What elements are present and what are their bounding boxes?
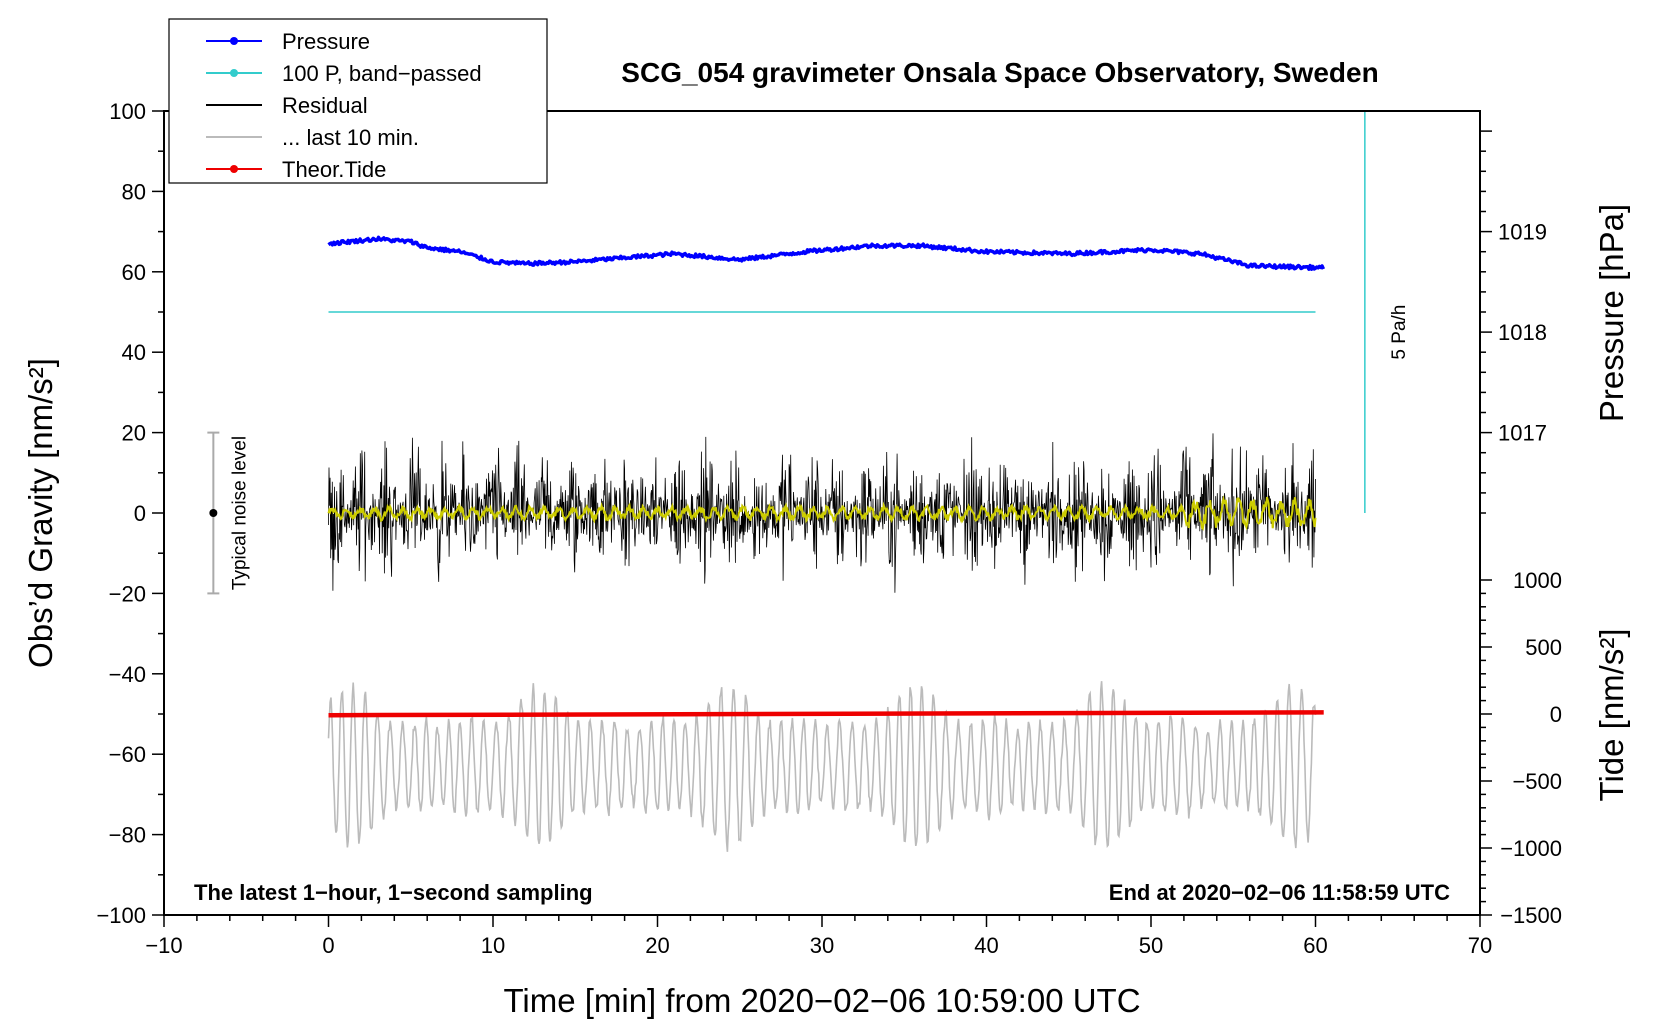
tide-tick-label: 500 bbox=[1525, 635, 1562, 660]
y-axis-title: Obs’d Gravity [nm/s²] bbox=[22, 358, 59, 668]
last-10-min-line bbox=[327, 681, 1317, 852]
y-tick-label: 60 bbox=[122, 260, 146, 285]
x-axis-title: Time [min] from 2020−02−06 10:59:00 UTC bbox=[503, 982, 1140, 1019]
legend-swatch-marker bbox=[230, 37, 238, 45]
y-tick-label: −20 bbox=[109, 581, 146, 606]
tide-tick-label: −1000 bbox=[1500, 836, 1562, 861]
x-tick-label: −10 bbox=[145, 933, 182, 958]
chart-title: SCG_054 gravimeter Onsala Space Observat… bbox=[621, 57, 1378, 88]
y-tick-label: 100 bbox=[109, 99, 146, 124]
legend-label: Residual bbox=[282, 93, 368, 118]
legend-box bbox=[168, 18, 548, 184]
tide-tick-label: 0 bbox=[1550, 702, 1562, 727]
pressure-tick-label: 1019 bbox=[1498, 220, 1547, 245]
x-tick-label: 40 bbox=[974, 933, 998, 958]
end-time-note: End at 2020−02−06 11:58:59 UTC bbox=[1109, 880, 1450, 905]
pressure-tick-label: 1018 bbox=[1498, 320, 1547, 345]
y-tick-label: 20 bbox=[122, 421, 146, 446]
y-tick-label: −80 bbox=[109, 823, 146, 848]
y-tick-label: −60 bbox=[109, 742, 146, 767]
x-tick-label: 10 bbox=[481, 933, 505, 958]
x-tick-label: 60 bbox=[1303, 933, 1327, 958]
axes: −10 0 10 20 30 40 50 60 70−100−80−60−40−20020406… bbox=[96, 99, 1562, 958]
residual-smoothed-line bbox=[327, 495, 1317, 531]
y-tick-label: −40 bbox=[109, 662, 146, 687]
residual-line bbox=[328, 433, 1316, 593]
noise-level-bar: Typical noise level bbox=[207, 431, 250, 595]
theoretical-tide-line bbox=[328, 710, 1324, 718]
x-tick-label: 50 bbox=[1139, 933, 1163, 958]
tide-tick-label: −500 bbox=[1512, 769, 1562, 794]
pressure-tick-label: 1017 bbox=[1498, 421, 1547, 446]
noise-level-label: Typical noise level bbox=[229, 436, 250, 590]
sampling-note: The latest 1−hour, 1−second sampling bbox=[194, 880, 593, 905]
legend-label: Theor.Tide bbox=[282, 157, 386, 182]
pressure-line bbox=[327, 235, 1326, 271]
legend: Pressure 100 P, band−passed Residual ... la… bbox=[168, 18, 548, 184]
plot-area: Typical noise level 5 Pa/h bbox=[207, 111, 1410, 852]
pressure-rate-label: 5 Pa/h bbox=[1389, 305, 1410, 360]
y-tick-label: −100 bbox=[96, 903, 146, 928]
tide-tick-label: 1000 bbox=[1513, 568, 1562, 593]
x-tick-label: 70 bbox=[1468, 933, 1492, 958]
legend-label: Pressure bbox=[282, 29, 370, 54]
x-tick-label: 20 bbox=[645, 933, 669, 958]
pressure-axis-title: Pressure [hPa] bbox=[1593, 204, 1630, 422]
legend-swatch-marker bbox=[230, 69, 238, 77]
x-tick-label: 0 bbox=[322, 933, 334, 958]
y-tick-label: 80 bbox=[122, 179, 146, 204]
y-tick-label: 0 bbox=[134, 501, 146, 526]
noise-bar-point bbox=[209, 509, 218, 517]
tide-axis-title: Tide [nm/s²] bbox=[1593, 629, 1630, 802]
legend-label: ... last 10 min. bbox=[282, 125, 419, 150]
legend-swatch-marker bbox=[230, 165, 238, 173]
x-tick-label: 30 bbox=[810, 933, 834, 958]
legend-label: 100 P, band−passed bbox=[282, 61, 482, 86]
tide-tick-label: −1500 bbox=[1500, 903, 1562, 928]
y-tick-label: 40 bbox=[122, 340, 146, 365]
